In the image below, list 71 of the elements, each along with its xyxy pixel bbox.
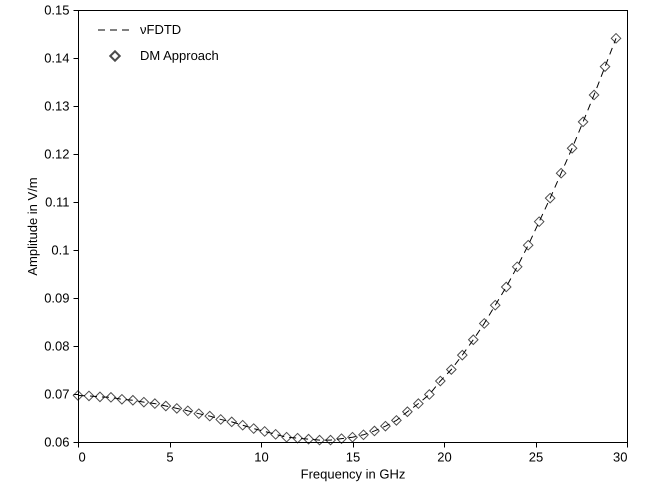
- point: [578, 116, 588, 128]
- point: [325, 434, 336, 446]
- point: [138, 396, 150, 408]
- x-tick-label: 0: [78, 450, 86, 464]
- point: [106, 392, 116, 403]
- point: [204, 410, 216, 422]
- point: [72, 390, 84, 401]
- point: [150, 398, 160, 409]
- point: [128, 394, 138, 406]
- point: [182, 406, 194, 416]
- x-tick-label: 5: [166, 450, 174, 464]
- y-tick-label: 0.14: [44, 50, 70, 66]
- point: [556, 168, 566, 178]
- x-tick-label: 30: [613, 450, 628, 464]
- point: [479, 318, 490, 329]
- point: [500, 282, 512, 292]
- point: [380, 420, 391, 432]
- legend-label: DM Approach: [140, 48, 219, 63]
- point: [600, 61, 610, 72]
- y-tick-label: 0.1: [51, 242, 70, 258]
- point: [237, 420, 248, 430]
- point: [172, 403, 182, 414]
- y-tick-label: 0.09: [44, 290, 70, 306]
- y-tick-label: 0.13: [44, 98, 70, 114]
- point: [358, 430, 369, 440]
- y-tick-label: 0.06: [44, 434, 70, 450]
- point: [84, 390, 94, 402]
- point: [215, 414, 226, 425]
- x-axis-title: Frequency in GHz: [300, 466, 406, 482]
- point: [446, 364, 457, 375]
- y-tick-label: 0.11: [45, 194, 70, 210]
- x-tick-label: 10: [254, 450, 269, 464]
- point: [490, 300, 500, 310]
- point: [402, 406, 413, 418]
- point: [468, 334, 479, 346]
- point: [413, 398, 424, 409]
- point: [369, 426, 380, 436]
- y-axis-title: Amplitude in V/m: [25, 177, 40, 276]
- point: [314, 434, 325, 446]
- point: [194, 408, 204, 419]
- legend-label: νFDTD: [140, 22, 182, 37]
- point: [94, 392, 106, 402]
- y-tick-label: 0.15: [44, 2, 70, 18]
- point: [259, 426, 270, 437]
- point: [588, 90, 600, 100]
- point: [522, 240, 534, 250]
- point: [534, 216, 544, 227]
- point: [226, 416, 237, 428]
- y-tick-label: 0.08: [44, 338, 70, 354]
- y-tick-label: 0.07: [44, 386, 70, 402]
- point: [391, 415, 402, 426]
- point: [248, 423, 259, 434]
- point: [544, 192, 556, 204]
- x-tick-label: 25: [528, 450, 544, 464]
- point: [160, 400, 172, 412]
- point: [292, 432, 303, 444]
- point: [116, 394, 128, 405]
- x-tick-label: 20: [437, 450, 452, 464]
- point: [336, 433, 347, 444]
- x-tick-label: 15: [346, 450, 360, 464]
- point: [281, 432, 292, 442]
- y-tick-label: 0.12: [44, 146, 70, 162]
- point: [512, 262, 522, 272]
- point: [566, 142, 578, 154]
- point: [270, 429, 281, 440]
- point: [303, 434, 314, 444]
- point: [347, 432, 358, 442]
- point: [457, 350, 468, 360]
- point: [610, 33, 622, 44]
- point: [435, 376, 446, 386]
- point: [424, 389, 435, 400]
